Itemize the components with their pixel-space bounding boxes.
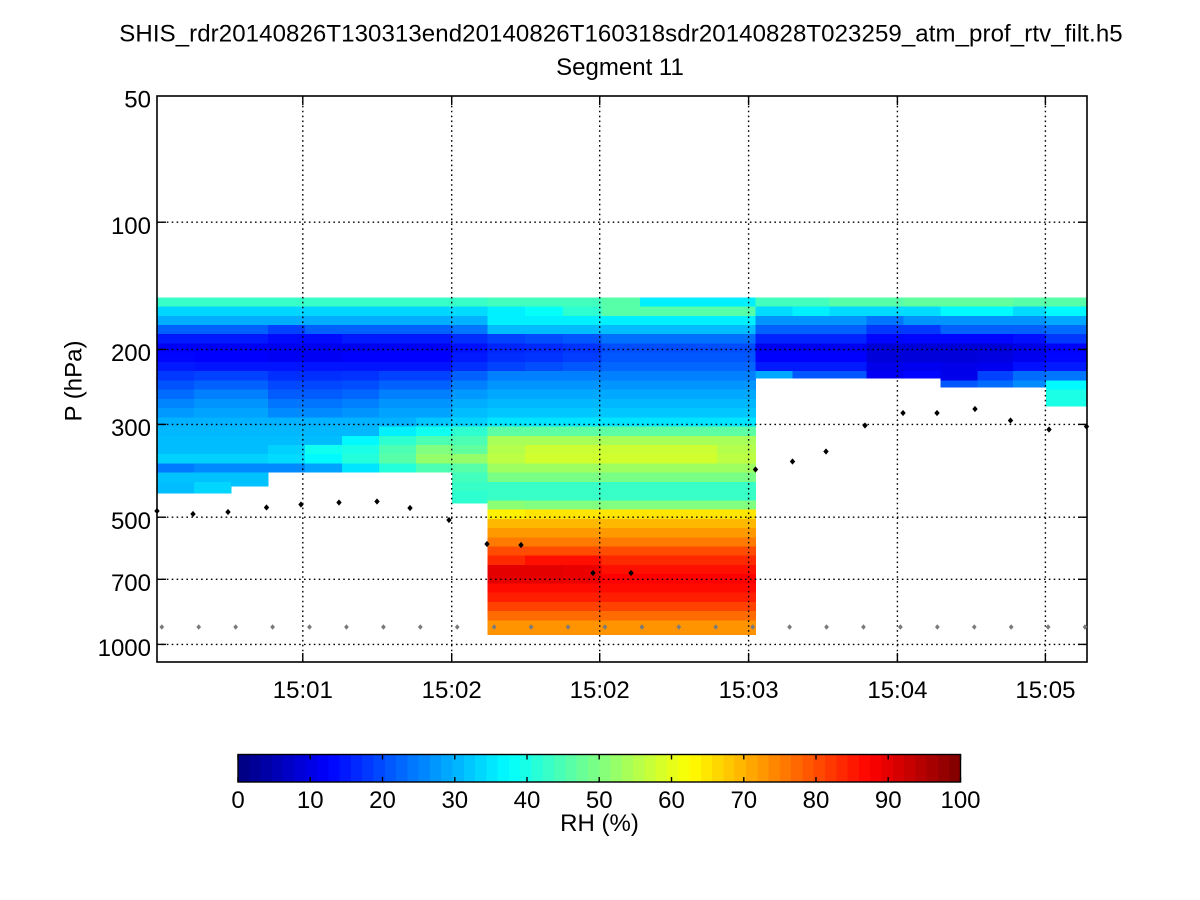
svg-text:20: 20 [369, 787, 396, 814]
svg-text:RH (%): RH (%) [560, 810, 639, 837]
svg-text:500: 500 [111, 508, 151, 535]
svg-text:100: 100 [940, 787, 980, 814]
svg-text:40: 40 [514, 787, 541, 814]
svg-text:SHIS_rdr20140826T130313end2014: SHIS_rdr20140826T130313end20140826T16031… [119, 21, 1122, 48]
svg-text:15:03: 15:03 [719, 677, 779, 704]
svg-text:15:02: 15:02 [570, 677, 630, 704]
svg-text:15:05: 15:05 [1015, 677, 1075, 704]
svg-text:Segment 11: Segment 11 [556, 54, 684, 81]
svg-text:15:04: 15:04 [867, 677, 927, 704]
svg-text:100: 100 [111, 213, 151, 240]
svg-text:30: 30 [441, 787, 468, 814]
svg-text:70: 70 [730, 787, 757, 814]
svg-text:700: 700 [111, 570, 151, 597]
svg-text:50: 50 [124, 87, 151, 114]
svg-text:1000: 1000 [98, 635, 151, 662]
svg-text:P (hPa): P (hPa) [61, 341, 88, 422]
svg-text:50: 50 [586, 787, 613, 814]
svg-text:60: 60 [658, 787, 685, 814]
svg-text:300: 300 [111, 415, 151, 442]
svg-text:10: 10 [297, 787, 324, 814]
svg-text:200: 200 [111, 340, 151, 367]
svg-text:80: 80 [803, 787, 830, 814]
svg-text:15:01: 15:01 [273, 677, 333, 704]
svg-text:0: 0 [231, 787, 244, 814]
svg-text:15:02: 15:02 [422, 677, 482, 704]
svg-text:90: 90 [875, 787, 902, 814]
